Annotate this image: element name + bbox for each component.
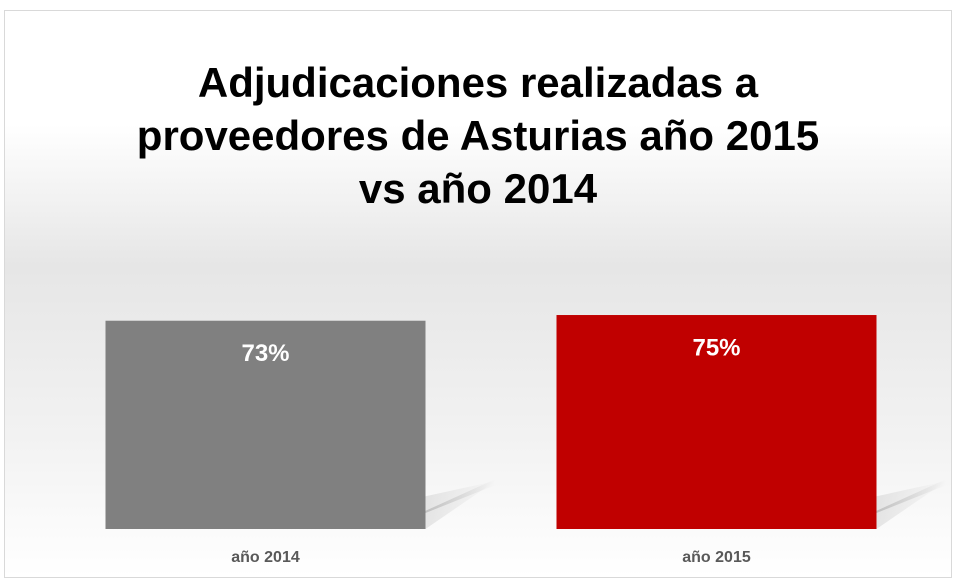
chart-title: Adjudicaciones realizadas a proveedores … [136, 59, 820, 212]
bar [556, 315, 877, 529]
data-label: 75% [692, 334, 740, 361]
data-label: 73% [241, 340, 289, 367]
x-tick-label: año 2014 [231, 549, 300, 566]
bar [105, 320, 426, 529]
x-tick-label: año 2015 [682, 549, 751, 566]
